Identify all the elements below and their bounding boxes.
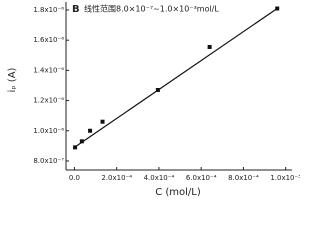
y-tick-label: 1.6x10⁻⁶ (33, 36, 64, 44)
data-point (88, 128, 93, 133)
x-axis-title: C (mol/L) (155, 187, 201, 198)
y-tick-label: 1.2x10⁻⁶ (33, 97, 64, 105)
y-tick-label: 1.4x10⁻⁶ (33, 66, 64, 74)
data-point (100, 119, 105, 124)
data-point (275, 6, 280, 11)
x-tick-label: 6.0x10⁻⁴ (186, 174, 217, 182)
y-tick-label: 1.8x10⁻⁶ (33, 6, 64, 14)
chart: B 线性范围8.0×10⁻⁷~1.0×10⁻³mol/L C (mol/L) i… (7, 2, 300, 198)
panel-letter: B (72, 4, 80, 15)
x-tick-label: 0.0 (69, 174, 80, 182)
data-point (207, 44, 212, 49)
x-tick-label: 1.0x10⁻³ (270, 174, 300, 182)
x-tick-label: 8.0x10⁻⁴ (228, 174, 259, 182)
annotation: 线性范围8.0×10⁻⁷~1.0×10⁻³mol/L (84, 4, 219, 14)
x-tick-label: 2.0x10⁻⁴ (101, 174, 132, 182)
y-axis-title: iₚ (A) (7, 67, 18, 92)
x-tick-label: 4.0x10⁻⁴ (144, 174, 175, 182)
fit-line (74, 7, 278, 148)
data-point (79, 139, 84, 144)
y-tick-label: 8.0x10⁻⁷ (33, 157, 64, 165)
y-tick-label: 1.0x10⁻⁶ (33, 127, 64, 135)
